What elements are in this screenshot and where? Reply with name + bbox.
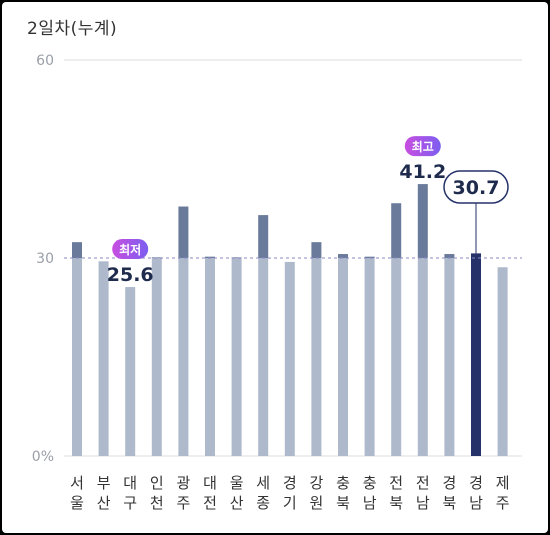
min-badge	[112, 239, 149, 260]
category-label: 북	[336, 494, 350, 512]
category-label: 울	[70, 494, 84, 512]
bar-above-avg	[444, 254, 455, 258]
callout-box	[443, 170, 509, 204]
category-label: 산	[230, 494, 244, 512]
y-tick-label: 60	[36, 53, 54, 69]
category-label: 주	[496, 494, 510, 512]
category-label: 대	[203, 474, 217, 492]
bar	[178, 258, 189, 456]
bar	[311, 258, 322, 456]
bar	[72, 258, 82, 456]
bar	[205, 258, 215, 456]
category-label: 대	[123, 474, 137, 492]
category-label: 남	[363, 494, 377, 512]
bar-above-avg	[178, 206, 189, 258]
category-label: 산	[97, 494, 111, 512]
category-label: 제	[496, 474, 510, 492]
bar	[391, 258, 402, 456]
bar-above-avg	[338, 254, 348, 258]
bar-above-avg	[258, 215, 269, 258]
max-value-label: 41.2	[399, 161, 446, 183]
bar	[364, 258, 375, 456]
category-label: 기	[283, 494, 297, 512]
category-label: 북	[442, 494, 456, 512]
bar-above-avg	[231, 257, 242, 258]
category-label: 전	[389, 474, 403, 492]
bar	[497, 267, 508, 456]
category-label: 북	[389, 494, 403, 512]
category-label: 서	[70, 474, 84, 492]
bar-above-avg	[72, 242, 82, 258]
min-value-label: 25.6	[107, 264, 154, 286]
bar-above-avg	[417, 184, 428, 258]
chart-title: 2일차(누계)	[27, 19, 118, 39]
category-label: 전	[203, 494, 217, 512]
category-label: 경	[442, 474, 456, 492]
bar	[284, 261, 295, 456]
bar-above-avg	[391, 203, 402, 258]
bar-above-avg	[205, 256, 215, 258]
category-label: 충	[336, 474, 350, 492]
category-label: 종	[256, 494, 270, 512]
category-label: 울	[230, 474, 244, 492]
bar	[98, 261, 109, 456]
category-label: 주	[176, 494, 190, 512]
category-label: 남	[416, 494, 430, 512]
category-label: 부	[97, 474, 111, 492]
bar	[417, 258, 428, 456]
min-badge-label: 최저	[119, 242, 141, 257]
y-tick-label: 30	[36, 251, 54, 267]
category-label: 세	[256, 474, 270, 492]
category-label: 광	[176, 474, 190, 492]
category-label: 천	[150, 494, 164, 512]
bar	[444, 258, 455, 456]
category-label: 충	[363, 474, 377, 492]
category-label: 강	[309, 474, 323, 492]
bar	[151, 258, 162, 456]
category-label: 경	[469, 474, 483, 492]
bar	[231, 258, 242, 456]
bar-above-avg	[364, 256, 375, 258]
max-badge	[404, 136, 441, 157]
bar-above-avg	[311, 242, 322, 258]
bar	[338, 258, 348, 456]
bar-highlighted	[471, 253, 481, 456]
callout-value-label: 30.7	[453, 177, 500, 199]
category-label: 전	[416, 474, 430, 492]
category-label: 원	[309, 494, 323, 512]
y-tick-label: 0%	[32, 449, 54, 465]
bar	[258, 258, 269, 456]
category-label: 남	[469, 494, 483, 512]
max-badge-label: 최고	[412, 139, 434, 154]
category-label: 구	[123, 494, 137, 512]
category-label: 인	[150, 474, 164, 492]
category-label: 경	[283, 474, 297, 492]
bar	[125, 287, 136, 456]
